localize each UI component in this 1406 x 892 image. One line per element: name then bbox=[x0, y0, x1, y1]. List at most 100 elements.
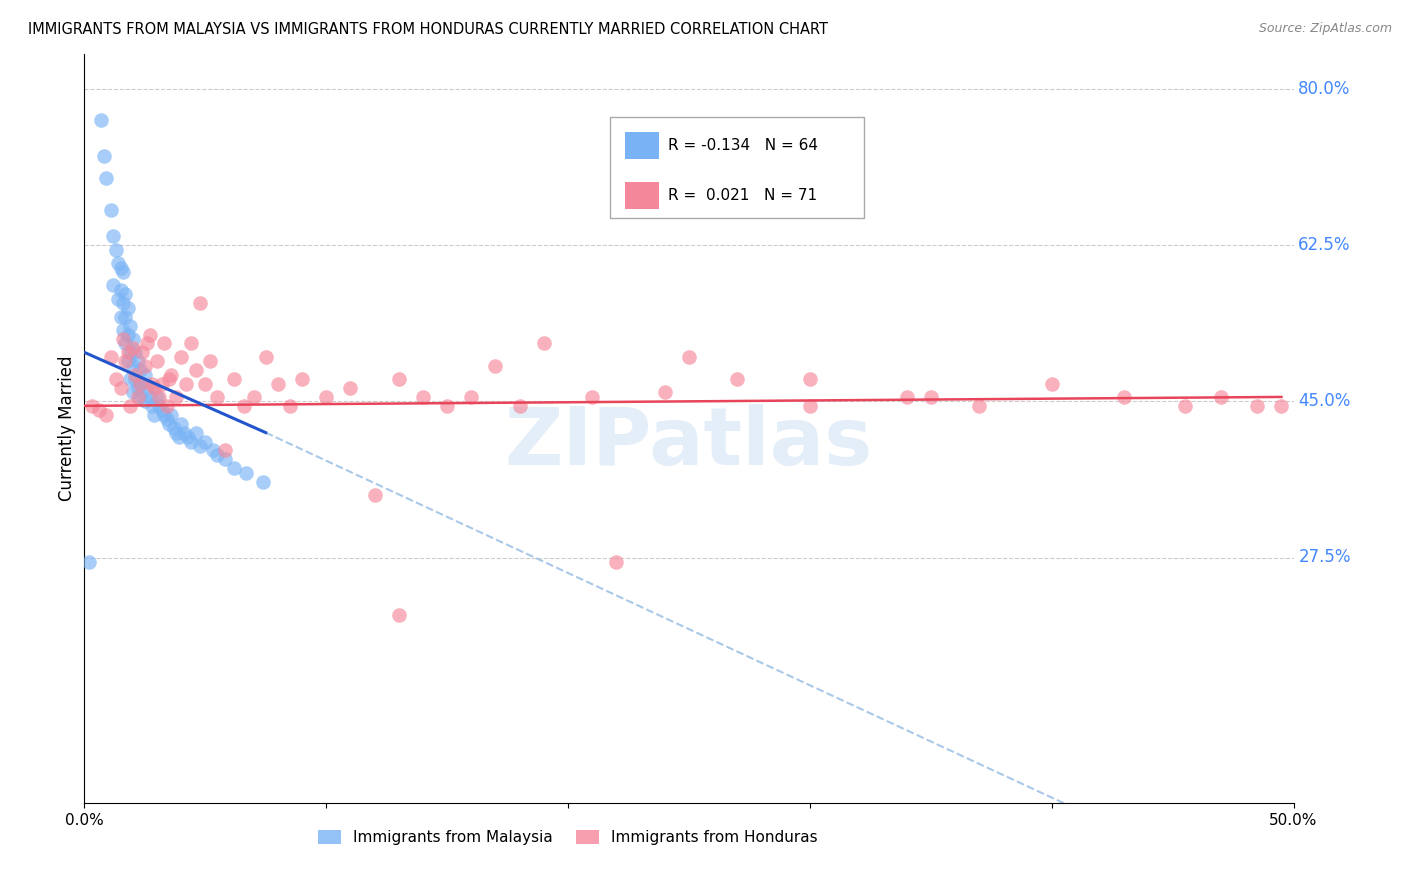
Point bbox=[129, 390, 152, 404]
Point bbox=[90, 113, 112, 128]
Point bbox=[150, 403, 173, 417]
Point bbox=[114, 354, 136, 368]
Point bbox=[153, 408, 176, 422]
Point bbox=[605, 555, 627, 569]
Point bbox=[110, 310, 132, 324]
Point bbox=[107, 256, 129, 270]
Point bbox=[134, 359, 156, 373]
FancyBboxPatch shape bbox=[624, 132, 659, 159]
Point bbox=[1114, 390, 1136, 404]
Point bbox=[484, 359, 506, 373]
Point bbox=[112, 296, 135, 310]
Point bbox=[214, 443, 236, 458]
Point bbox=[104, 372, 127, 386]
Point bbox=[138, 327, 160, 342]
Point bbox=[254, 350, 277, 364]
Point bbox=[278, 399, 301, 413]
Point bbox=[155, 399, 177, 413]
Point bbox=[124, 345, 146, 359]
Point bbox=[235, 466, 257, 480]
Point bbox=[533, 336, 555, 351]
Point bbox=[103, 229, 125, 244]
Point bbox=[107, 292, 129, 306]
Point bbox=[1174, 399, 1197, 413]
Point bbox=[150, 376, 173, 391]
Point bbox=[153, 336, 176, 351]
Point bbox=[117, 354, 139, 368]
Point bbox=[136, 381, 159, 395]
Point bbox=[194, 376, 217, 391]
Point bbox=[190, 439, 212, 453]
Point bbox=[291, 372, 314, 386]
Point bbox=[315, 390, 337, 404]
Point bbox=[198, 354, 221, 368]
Point bbox=[148, 390, 170, 404]
Point bbox=[100, 202, 122, 217]
FancyBboxPatch shape bbox=[624, 182, 659, 210]
Point bbox=[131, 345, 153, 359]
Point bbox=[799, 372, 821, 386]
Point bbox=[388, 372, 411, 386]
Point bbox=[114, 336, 136, 351]
Point bbox=[581, 390, 603, 404]
Point bbox=[100, 350, 122, 364]
Y-axis label: Currently Married: Currently Married bbox=[58, 355, 76, 501]
Point bbox=[194, 434, 217, 449]
Point bbox=[141, 399, 163, 413]
Point bbox=[201, 443, 224, 458]
Point bbox=[160, 408, 183, 422]
Point bbox=[114, 310, 136, 324]
Point bbox=[94, 171, 117, 186]
Point bbox=[363, 488, 385, 502]
Point bbox=[190, 296, 212, 310]
Point bbox=[339, 381, 361, 395]
Point bbox=[163, 421, 186, 435]
Point bbox=[146, 390, 169, 404]
Point bbox=[146, 354, 169, 368]
Point bbox=[87, 403, 110, 417]
Point bbox=[170, 417, 193, 431]
Point bbox=[127, 354, 149, 368]
Point bbox=[127, 381, 149, 395]
Point bbox=[110, 381, 132, 395]
Point bbox=[112, 323, 135, 337]
Point bbox=[121, 359, 143, 373]
Point bbox=[896, 390, 918, 404]
Text: Source: ZipAtlas.com: Source: ZipAtlas.com bbox=[1258, 22, 1392, 36]
Text: ZIPatlas: ZIPatlas bbox=[505, 404, 873, 483]
Point bbox=[224, 461, 246, 475]
Point bbox=[920, 390, 942, 404]
Point bbox=[224, 372, 246, 386]
Point bbox=[242, 390, 264, 404]
Point bbox=[114, 287, 136, 301]
Point bbox=[136, 336, 159, 351]
Point bbox=[121, 385, 143, 400]
Point bbox=[121, 332, 143, 346]
Point bbox=[117, 327, 139, 342]
Point bbox=[94, 408, 117, 422]
Point bbox=[110, 260, 132, 275]
Point bbox=[117, 345, 139, 359]
Text: IMMIGRANTS FROM MALAYSIA VS IMMIGRANTS FROM HONDURAS CURRENTLY MARRIED CORRELATI: IMMIGRANTS FROM MALAYSIA VS IMMIGRANTS F… bbox=[28, 22, 828, 37]
Point bbox=[678, 350, 700, 364]
Point bbox=[129, 363, 152, 377]
Point bbox=[120, 318, 142, 333]
Point bbox=[110, 283, 132, 297]
Point bbox=[1246, 399, 1268, 413]
Point bbox=[120, 345, 142, 359]
Point bbox=[436, 399, 458, 413]
Point bbox=[80, 399, 103, 413]
Point bbox=[157, 417, 180, 431]
Text: 80.0%: 80.0% bbox=[1298, 80, 1351, 98]
Point bbox=[799, 399, 821, 413]
Point bbox=[1270, 399, 1292, 413]
Point bbox=[120, 372, 142, 386]
Text: R =  0.021   N = 71: R = 0.021 N = 71 bbox=[668, 188, 817, 203]
Point bbox=[725, 372, 748, 386]
Point bbox=[103, 278, 125, 293]
Point bbox=[509, 399, 531, 413]
Point bbox=[160, 368, 183, 382]
Point bbox=[157, 372, 180, 386]
Point bbox=[967, 399, 990, 413]
FancyBboxPatch shape bbox=[610, 117, 865, 219]
